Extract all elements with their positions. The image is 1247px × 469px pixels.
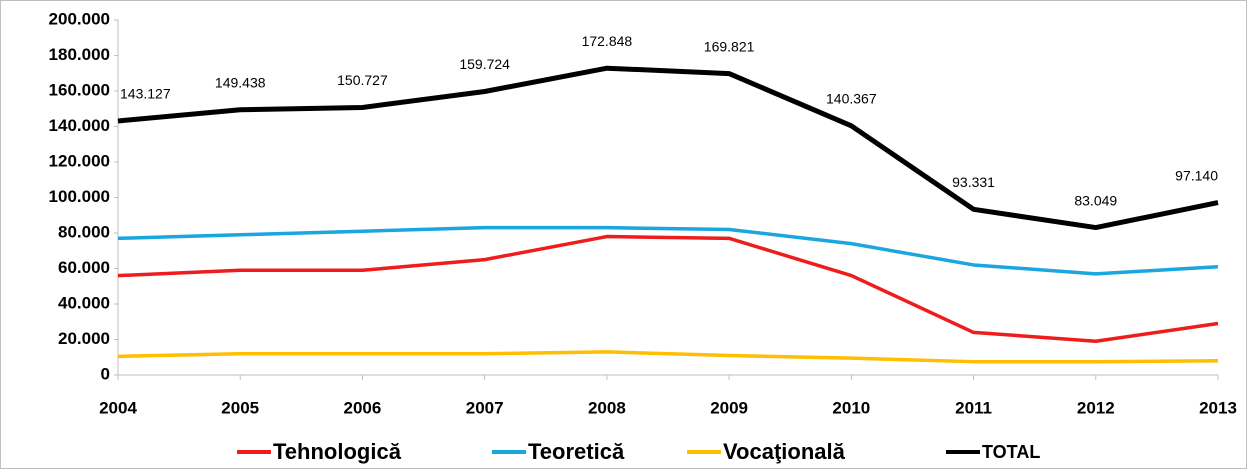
series-line	[117, 225, 1219, 276]
legend-label: Teoretică	[528, 439, 625, 464]
x-tick-label: 2008	[588, 398, 626, 417]
x-tick-label: 2010	[832, 398, 870, 417]
legend-label: Vocaţională	[723, 439, 846, 464]
data-label: 172.848	[582, 33, 633, 49]
y-tick-label: 180.000	[49, 45, 110, 64]
y-tick-label: 80.000	[58, 222, 110, 241]
data-label: 149.438	[215, 74, 266, 90]
x-tick-label: 2012	[1077, 398, 1115, 417]
data-label: 143.127	[120, 86, 171, 102]
data-label: 140.367	[826, 91, 877, 107]
series-line	[117, 65, 1219, 231]
legend-label: Tehnologică	[273, 439, 402, 464]
data-label: 97.140	[1175, 167, 1218, 183]
series-line	[117, 350, 1219, 364]
data-label: 83.049	[1074, 192, 1117, 208]
x-tick-label: 2009	[710, 398, 748, 417]
data-label: 169.821	[704, 38, 755, 54]
y-tick-label: 100.000	[49, 187, 110, 206]
data-label: 159.724	[459, 56, 510, 72]
x-tick-label: 2011	[955, 398, 992, 417]
x-tick-label: 2013	[1199, 398, 1237, 417]
y-tick-label: 120.000	[49, 151, 110, 170]
legend-label: TOTAL	[982, 442, 1040, 462]
x-tick-label: 2007	[466, 398, 504, 417]
y-tick-label: 160.000	[49, 80, 110, 99]
x-tick-label: 2004	[99, 398, 137, 417]
y-tick-label: 20.000	[58, 329, 110, 348]
x-tick-label: 2005	[221, 398, 259, 417]
data-label: 93.331	[952, 174, 995, 190]
series-line	[117, 234, 1219, 344]
y-tick-label: 200.000	[49, 9, 110, 28]
y-tick-label: 0	[101, 364, 110, 383]
y-tick-label: 140.000	[49, 116, 110, 135]
data-label: 150.727	[337, 72, 388, 88]
x-tick-label: 2006	[344, 398, 382, 417]
y-tick-label: 60.000	[58, 258, 110, 277]
y-tick-label: 40.000	[58, 293, 110, 312]
